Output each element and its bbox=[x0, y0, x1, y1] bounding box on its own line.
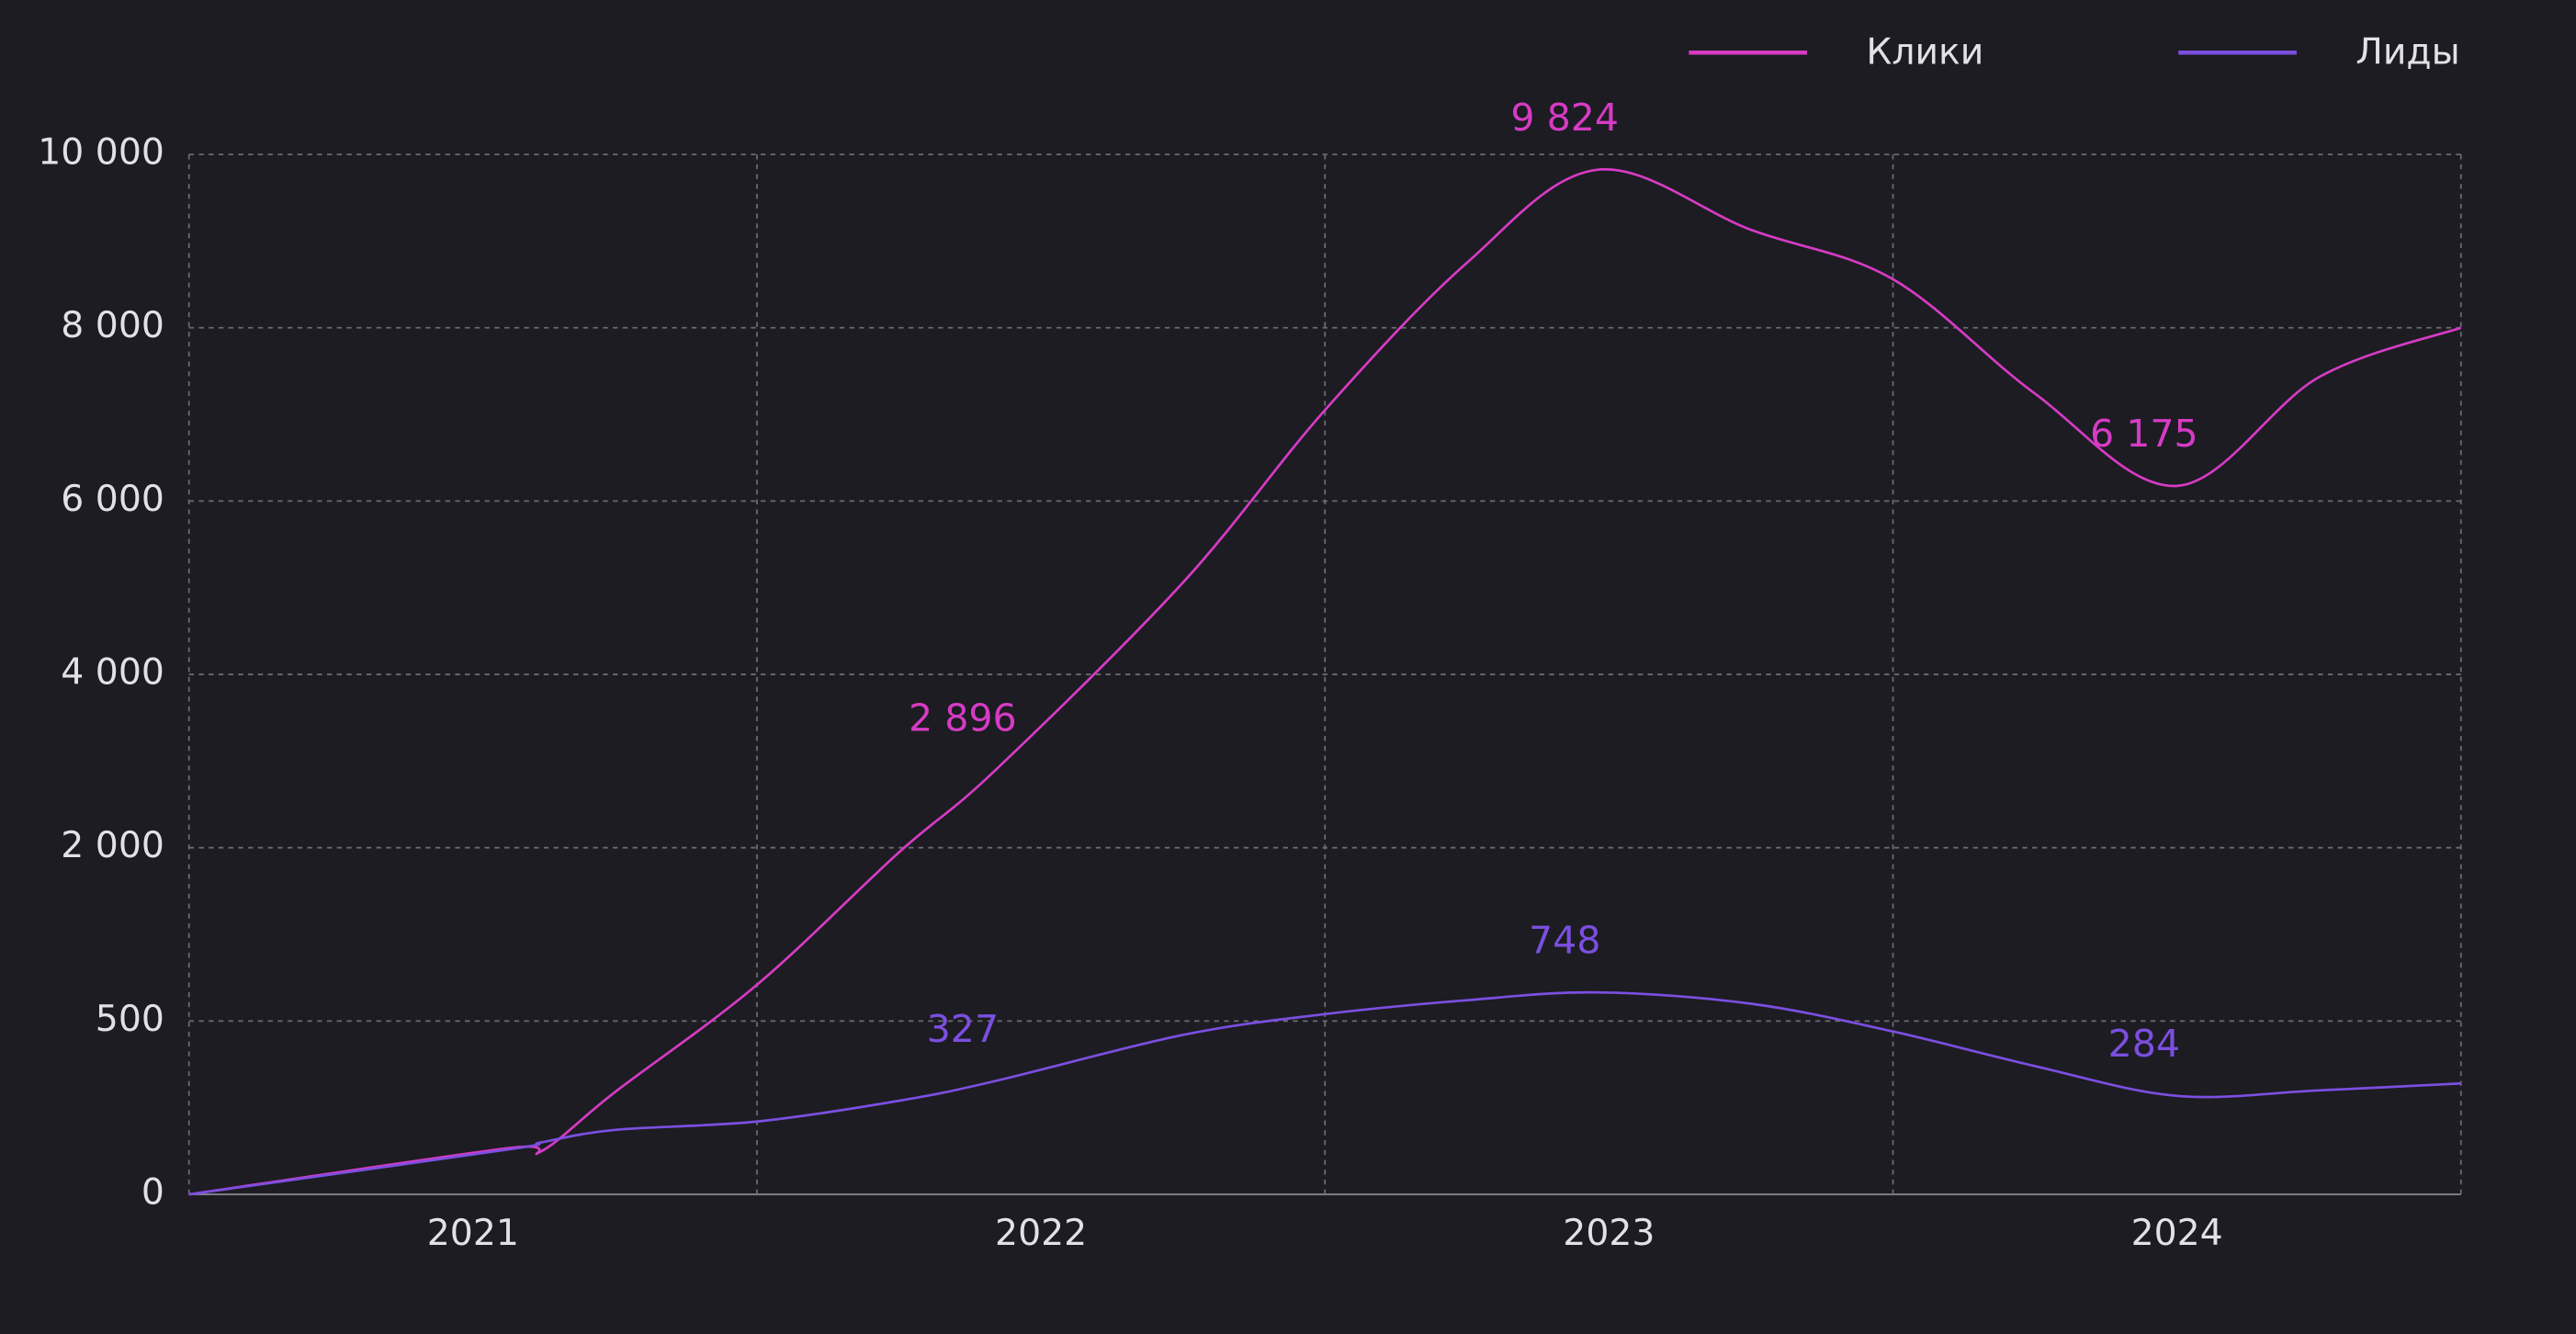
y-tick-label: 4 000 bbox=[61, 651, 164, 694]
series-line bbox=[188, 167, 2462, 1196]
data-label: 6 175 bbox=[2090, 412, 2198, 456]
y-tick-label: 8 000 bbox=[61, 304, 164, 346]
x-tick-label: 2022 bbox=[995, 1212, 1087, 1254]
x-tick-label: 2024 bbox=[2131, 1212, 2223, 1254]
data-label: 9 824 bbox=[1510, 96, 1619, 140]
y-tick-label: 500 bbox=[96, 998, 164, 1040]
data-label: 327 bbox=[927, 1007, 999, 1051]
data-label: 284 bbox=[2108, 1022, 2180, 1066]
y-tick-label: 2 000 bbox=[61, 824, 164, 866]
legend-label: Лиды bbox=[2356, 31, 2459, 73]
y-tick-label: 10 000 bbox=[38, 131, 164, 174]
series-line bbox=[188, 990, 2461, 1196]
y-tick-label: 6 000 bbox=[61, 478, 164, 520]
data-label: 2 896 bbox=[909, 696, 1017, 740]
y-tick-label: 0 bbox=[141, 1171, 164, 1214]
x-tick-label: 2021 bbox=[427, 1212, 519, 1254]
legend-label: Клики bbox=[1866, 31, 1983, 73]
data-label: 748 bbox=[1529, 919, 1600, 963]
x-tick-label: 2023 bbox=[1563, 1212, 1655, 1254]
